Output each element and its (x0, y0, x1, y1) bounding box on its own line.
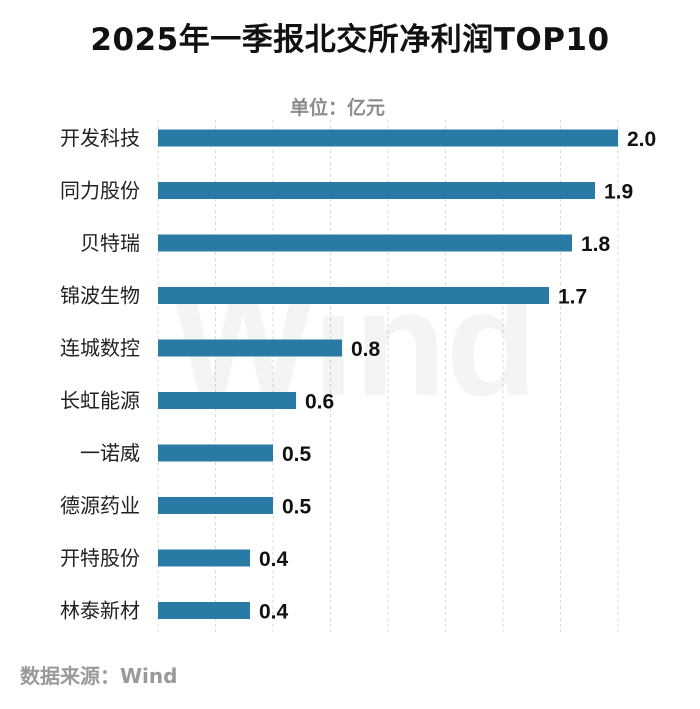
data-label: 1.9 (604, 181, 633, 204)
category-label: 贝特瑞 (80, 231, 140, 255)
chart-title: 2025年一季报北交所净利润TOP10 (90, 22, 610, 58)
data-label: 0.4 (259, 601, 289, 624)
data-label: 0.5 (282, 496, 312, 519)
data-label: 0.4 (259, 548, 289, 571)
bar (158, 549, 250, 567)
bar (158, 339, 342, 357)
data-source: 数据来源：Wind (20, 664, 178, 688)
grid-lines (157, 120, 619, 632)
bar (158, 497, 273, 514)
category-label: 林泰新材 (60, 599, 140, 623)
bar (158, 392, 296, 409)
data-label: 0.5 (282, 443, 312, 466)
category-label: 德源药业 (60, 494, 140, 518)
category-label: 同力股份 (60, 179, 140, 203)
data-label: 1.8 (581, 233, 611, 256)
data-label: 1.7 (558, 286, 587, 309)
data-label: 0.6 (305, 391, 334, 414)
bar (158, 182, 595, 199)
category-label: 长虹能源 (60, 389, 140, 413)
category-label: 开发科技 (60, 126, 140, 150)
data-label: 2.0 (627, 128, 656, 151)
bar (158, 287, 549, 304)
bars: 开发科技 2.0 同力股份 1.9 贝特瑞 1.8 锦波生物 1.7 连城数控 0.8 长虹能源 0.… (60, 126, 656, 624)
bar (158, 602, 250, 619)
unit-label: 单位：亿元 (290, 97, 386, 119)
data-label: 0.8 (351, 338, 381, 361)
category-label: 锦波生物 (60, 284, 140, 308)
bar (158, 444, 273, 462)
category-label: 连城数控 (60, 336, 140, 360)
bar (158, 129, 618, 147)
category-label: 开特股份 (60, 546, 140, 570)
category-label: 一诺威 (80, 441, 140, 465)
bar (158, 234, 572, 252)
